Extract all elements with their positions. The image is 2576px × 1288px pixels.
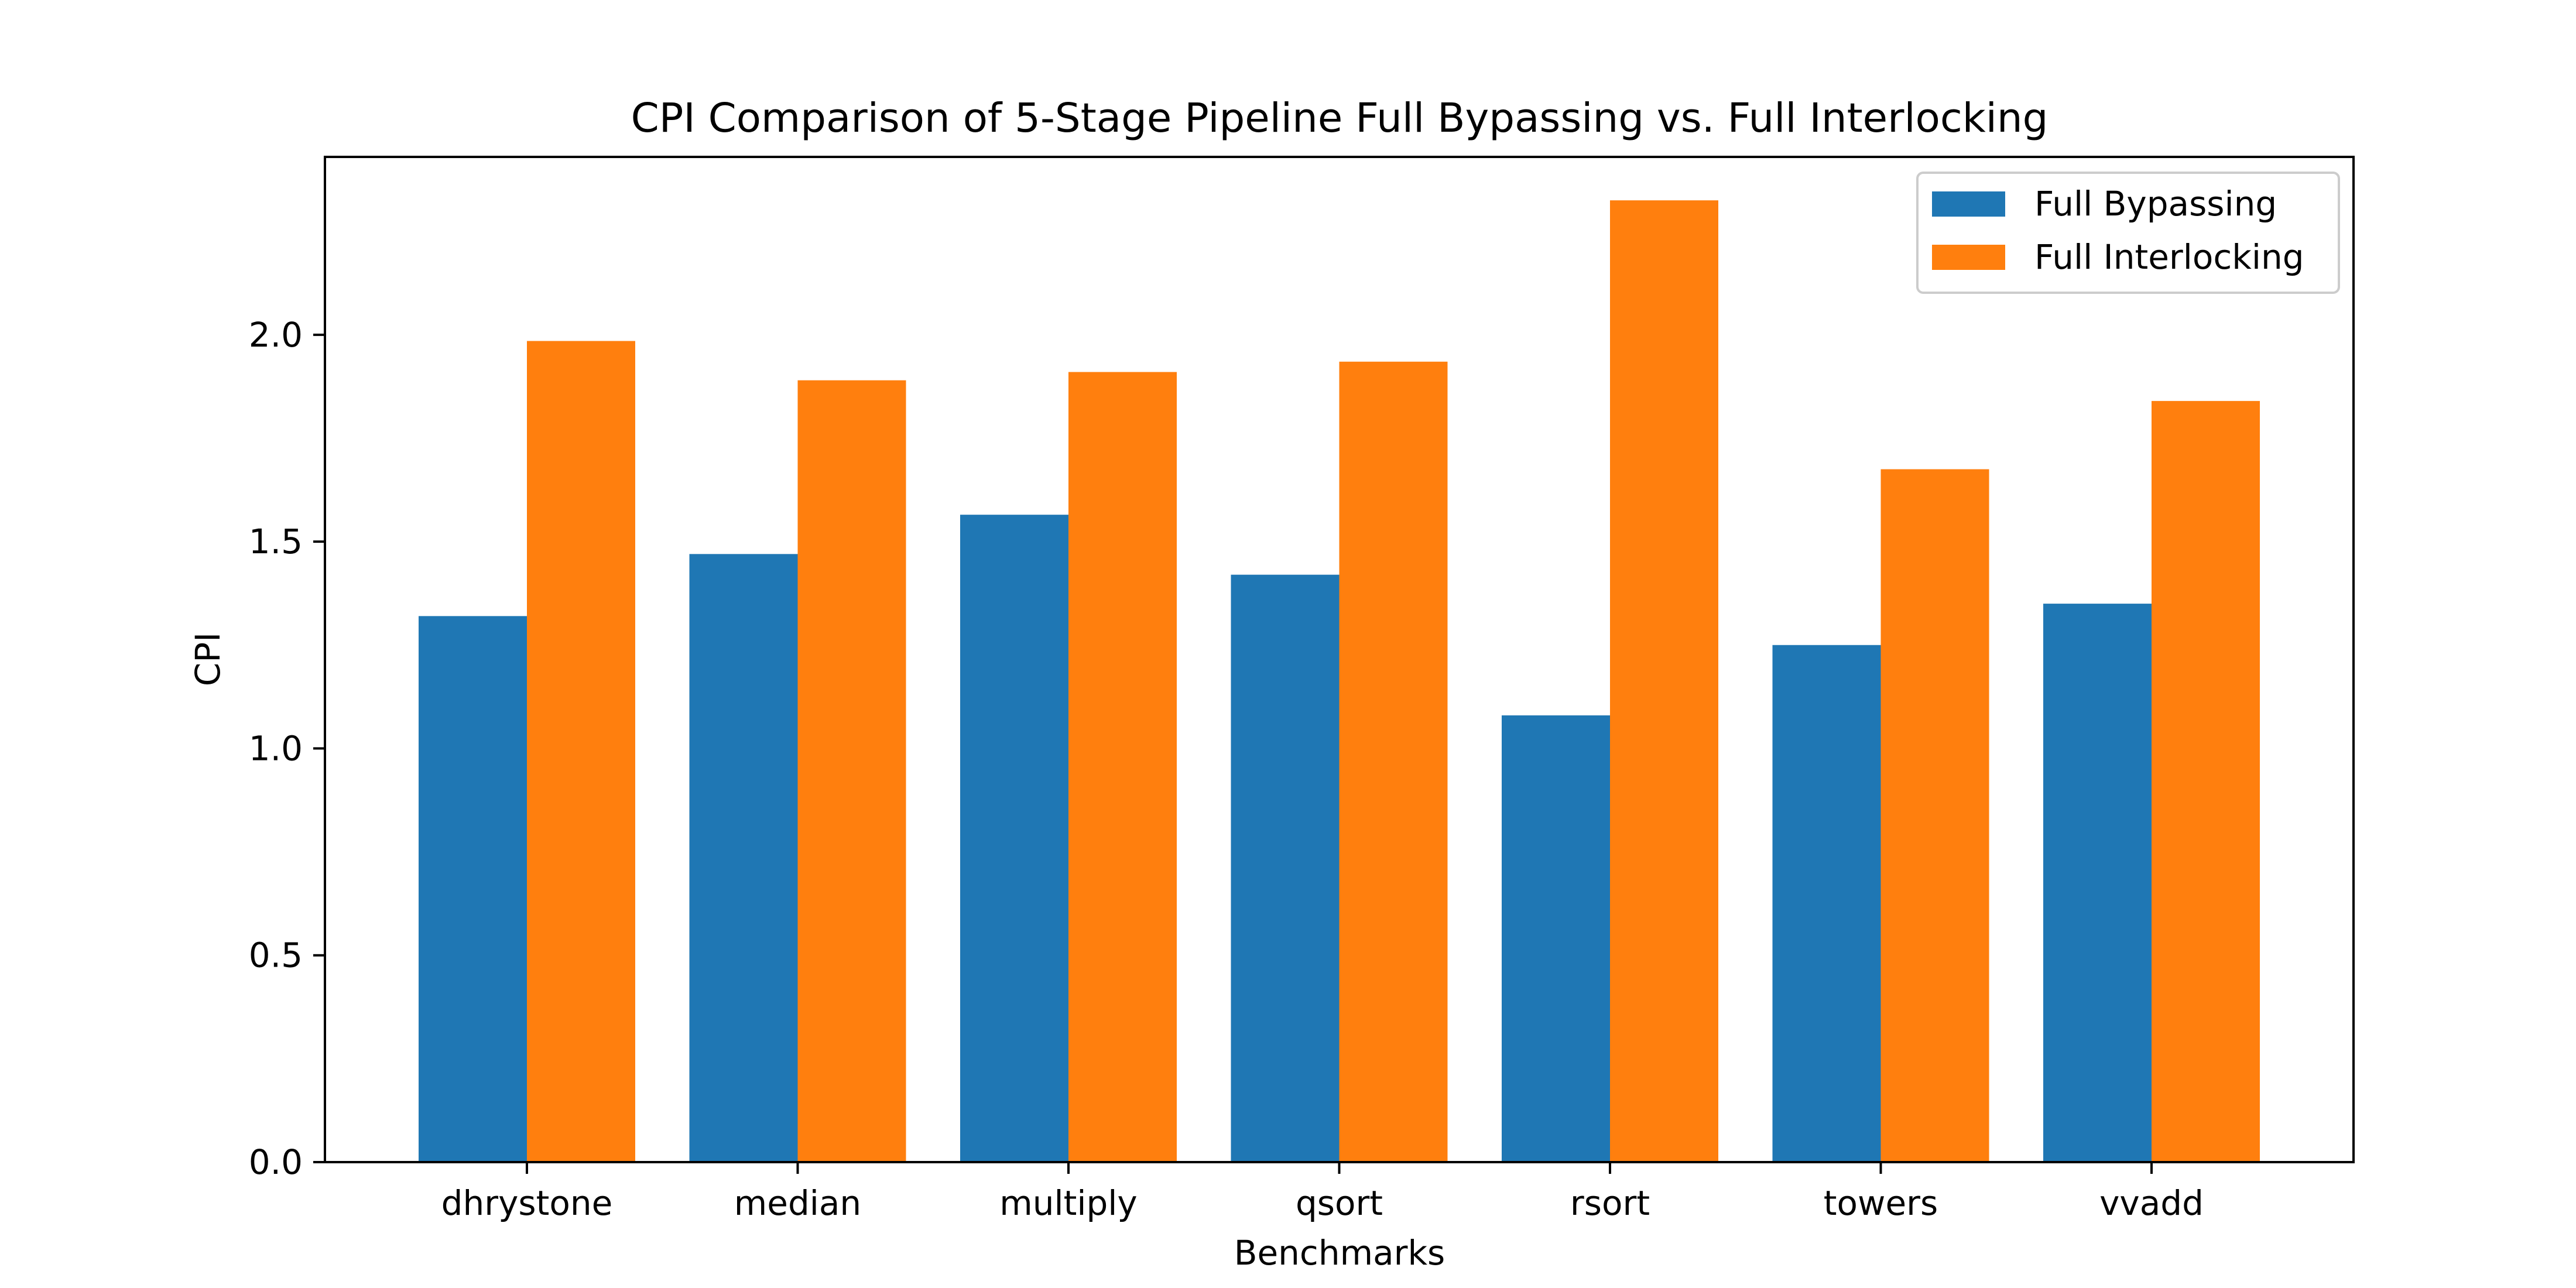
- legend-frame: [1916, 172, 2340, 294]
- x-tick-label-multiply: multiply: [999, 1183, 1137, 1223]
- bar-qsort-full-bypassing: [1231, 574, 1340, 1162]
- x-axis-label: Benchmarks: [1234, 1233, 1445, 1273]
- legend-label-full-bypassing: Full Bypassing: [2034, 184, 2277, 224]
- bar-qsort-full-interlocking: [1339, 361, 1448, 1162]
- bar-rsort-full-interlocking: [1610, 200, 1718, 1162]
- y-tick-label: 0.5: [249, 936, 303, 975]
- y-tick-label: 1.0: [249, 728, 303, 768]
- bar-dhrystone-full-interlocking: [527, 341, 635, 1162]
- x-axis: dhrystone median multiply qsort rsort towers v…: [441, 1162, 2204, 1223]
- bar-towers-full-interlocking: [1880, 469, 1989, 1162]
- x-tick-label-vvadd: vvadd: [2099, 1183, 2204, 1223]
- legend-swatch-full-bypassing: [1932, 191, 2005, 217]
- bar-vvadd-full-bypassing: [2043, 604, 2152, 1162]
- x-tick-label-towers: towers: [1824, 1183, 1938, 1223]
- legend-swatch-full-interlocking: [1932, 245, 2005, 270]
- y-tick-label: 2.0: [249, 315, 303, 355]
- y-tick-label: 0.0: [249, 1142, 303, 1182]
- chart-title: CPI Comparison of 5-Stage Pipeline Full …: [631, 95, 2049, 142]
- y-axis-label: CPI: [188, 632, 228, 687]
- x-tick-label-qsort: qsort: [1296, 1183, 1383, 1223]
- bar-median-full-interlocking: [797, 380, 906, 1162]
- bar-multiply-full-interlocking: [1068, 372, 1177, 1163]
- x-tick-label-dhrystone: dhrystone: [441, 1183, 613, 1223]
- x-tick-label-rsort: rsort: [1570, 1183, 1650, 1223]
- bar-median-full-bypassing: [689, 554, 798, 1162]
- legend-label-full-interlocking: Full Interlocking: [2034, 237, 2304, 277]
- x-tick-label-median: median: [734, 1183, 861, 1223]
- legend: Full Bypassing Full Interlocking: [1916, 172, 2340, 294]
- y-tick-label: 1.5: [249, 522, 303, 561]
- bar-vvadd-full-interlocking: [2152, 400, 2260, 1162]
- bar-dhrystone-full-bypassing: [419, 616, 527, 1162]
- y-axis: 0.0 0.5 1.0 1.5 2.0: [249, 315, 325, 1182]
- bars-group: [419, 200, 2260, 1163]
- bar-multiply-full-bypassing: [960, 515, 1068, 1162]
- bar-rsort-full-bypassing: [1502, 715, 1610, 1162]
- bar-towers-full-bypassing: [1772, 645, 1881, 1162]
